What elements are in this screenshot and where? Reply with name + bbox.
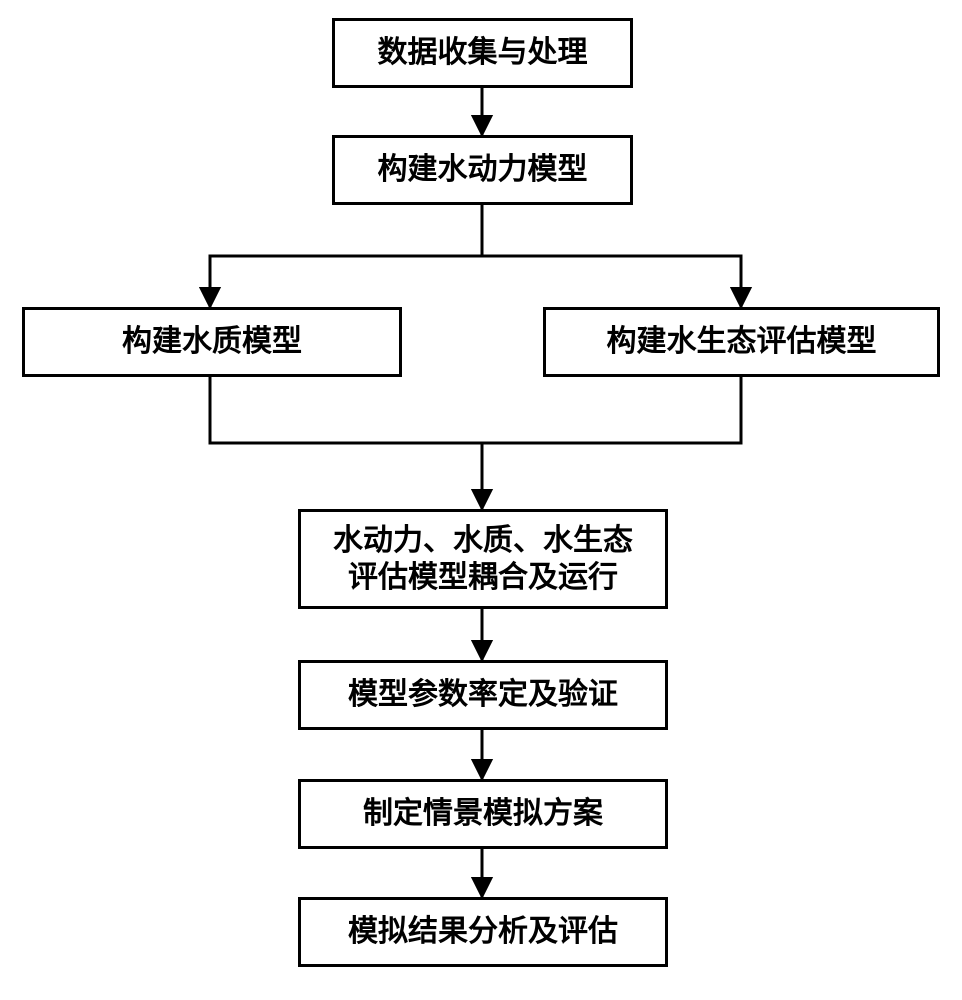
node-label-n4: 构建水生态评估模型 [607,323,877,361]
node-n2: 构建水动力模型 [332,135,633,205]
node-label-n6: 模型参数率定及验证 [348,676,618,714]
node-n7: 制定情景模拟方案 [298,779,668,849]
node-n5: 水动力、水质、水生态 评估模型耦合及运行 [298,509,668,609]
node-n4: 构建水生态评估模型 [543,307,940,377]
node-label-n7: 制定情景模拟方案 [363,795,603,833]
edge-2 [482,205,741,307]
node-label-n2: 构建水动力模型 [378,151,588,189]
node-n3: 构建水质模型 [22,307,402,377]
edge-3 [210,377,741,443]
node-label-n5: 水动力、水质、水生态 评估模型耦合及运行 [333,522,633,597]
node-n1: 数据收集与处理 [332,18,633,88]
flowchart-canvas: 数据收集与处理构建水动力模型构建水质模型 构建水生态评估模型水动力、水质、水生态 … [0,0,962,1000]
node-n8: 模拟结果分析及评估 [298,897,668,967]
edge-4 [210,377,741,443]
node-n6: 模型参数率定及验证 [298,660,668,730]
edge-1 [210,205,482,307]
node-label-n1: 数据收集与处理 [378,34,588,72]
node-label-n8: 模拟结果分析及评估 [348,913,618,951]
node-label-n3: 构建水质模型 [122,323,302,361]
